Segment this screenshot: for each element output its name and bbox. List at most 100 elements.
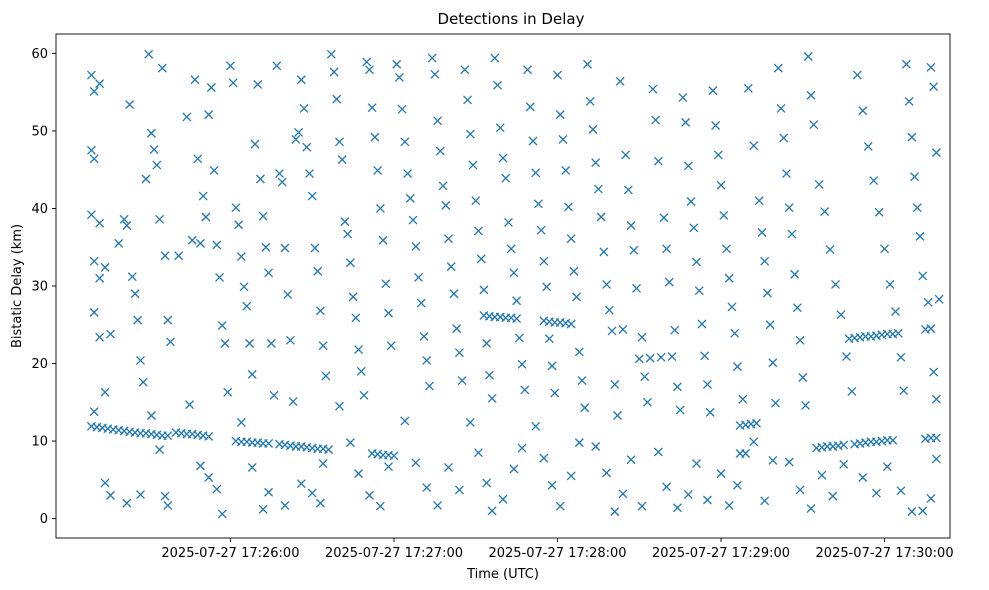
data-point: [280, 500, 290, 510]
data-point: [852, 70, 862, 80]
data-point: [509, 268, 519, 278]
data-point: [138, 377, 148, 387]
data-point: [332, 94, 342, 104]
data-point: [155, 214, 165, 224]
data-point: [392, 59, 402, 69]
data-point: [790, 269, 800, 279]
data-point: [163, 500, 173, 510]
data-point: [394, 72, 404, 82]
data-point: [795, 485, 805, 495]
data-point: [591, 158, 601, 168]
data-point: [558, 134, 568, 144]
data-point: [839, 459, 849, 469]
data-point: [146, 411, 156, 420]
data-point: [258, 504, 268, 514]
y-tick-label: 40: [31, 202, 48, 217]
data-point: [539, 453, 549, 463]
data-point: [918, 506, 928, 516]
data-point: [591, 442, 601, 451]
data-point: [662, 244, 671, 254]
y-axis-label: Bistatic Delay (km): [10, 224, 25, 348]
data-point: [89, 256, 99, 266]
data-point: [275, 169, 284, 179]
data-point: [454, 485, 464, 495]
data-point: [585, 96, 595, 106]
data-point: [482, 478, 492, 488]
data-point: [888, 435, 898, 445]
data-point: [373, 166, 383, 175]
data-point: [683, 490, 693, 500]
data-point: [228, 78, 238, 88]
data-point: [512, 314, 522, 324]
data-point: [566, 319, 576, 329]
data-point: [89, 407, 99, 417]
data-point: [891, 307, 900, 317]
data-point: [266, 338, 276, 348]
data-point: [934, 294, 944, 304]
data-point: [204, 110, 214, 120]
data-point: [664, 277, 674, 287]
data-point: [858, 106, 868, 116]
data-point: [146, 128, 156, 138]
data-point: [250, 139, 260, 149]
data-point: [313, 266, 323, 276]
data-point: [806, 90, 816, 100]
data-point: [247, 462, 257, 472]
data-point: [400, 137, 410, 147]
data-point: [433, 116, 443, 126]
data-point: [847, 386, 857, 396]
data-point: [683, 161, 693, 171]
data-point: [400, 416, 410, 426]
data-point: [651, 115, 661, 125]
data-point: [384, 462, 393, 472]
data-point: [901, 59, 911, 69]
data-point: [798, 373, 808, 382]
data-point: [294, 128, 304, 137]
data-point: [430, 69, 440, 79]
x-tick-label: 2025-07-27 17:27:00: [325, 546, 463, 561]
data-point: [880, 244, 890, 254]
data-point: [345, 258, 355, 268]
data-point: [329, 67, 339, 77]
data-point: [659, 213, 669, 223]
data-point: [204, 431, 214, 441]
data-point: [335, 401, 344, 411]
data-point: [465, 129, 475, 139]
data-point: [416, 298, 426, 308]
data-point: [692, 459, 701, 469]
data-point: [547, 480, 557, 490]
data-point: [345, 438, 355, 448]
data-point: [195, 461, 205, 471]
data-point: [280, 243, 290, 253]
data-point: [929, 367, 939, 377]
data-point: [787, 229, 797, 239]
data-point: [610, 507, 620, 517]
data-point: [239, 282, 249, 292]
data-point: [364, 490, 374, 500]
data-point: [302, 142, 312, 152]
data-point: [749, 437, 759, 447]
data-point: [367, 103, 377, 113]
data-point: [433, 500, 443, 510]
data-point: [547, 361, 557, 371]
data-point: [495, 123, 505, 133]
data-point: [236, 418, 246, 427]
data-point: [904, 96, 914, 106]
data-point: [580, 403, 590, 413]
data-point: [119, 214, 129, 224]
data-point: [305, 169, 314, 179]
y-tick-label: 20: [31, 357, 48, 372]
data-point: [277, 177, 287, 187]
data-point: [896, 486, 906, 496]
data-point: [553, 70, 562, 80]
x-tick-label: 2025-07-27 17:29:00: [652, 546, 790, 561]
data-point: [86, 145, 96, 155]
data-point: [768, 456, 778, 465]
data-point: [896, 352, 906, 362]
chart-title: Detections in Delay: [438, 10, 585, 28]
data-point: [435, 146, 445, 156]
data-point: [247, 369, 257, 379]
data-point: [544, 334, 554, 344]
data-point: [662, 482, 671, 492]
data-point: [719, 210, 729, 220]
